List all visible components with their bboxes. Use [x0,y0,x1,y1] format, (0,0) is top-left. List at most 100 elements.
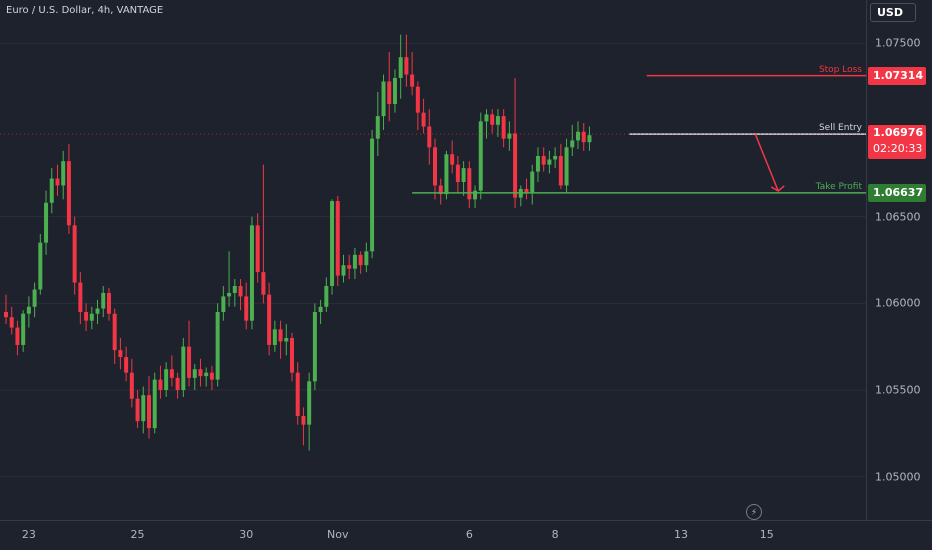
candle-body-97 [558,156,563,186]
candle-body-33 [192,369,197,378]
candle-body-56 [324,286,329,307]
time-tick-label: 25 [130,528,145,541]
candle-body-76 [438,185,443,195]
take-profit-label: Take Profit [815,181,862,192]
candle-body-79 [455,164,460,182]
time-tick-label: 8 [551,528,559,541]
candle-body-1 [9,317,14,328]
candle-body-5 [32,289,37,307]
candle-body-81 [467,168,472,200]
time-tick-label: 13 [673,528,688,541]
candle-body-34 [198,369,203,377]
candle-body-7 [44,202,49,243]
take-profit-price: 1.06637 [873,185,924,199]
candle-body-35 [204,372,209,377]
candle-body-46 [267,294,272,345]
candle-body-17 [101,292,106,309]
candle-body-102 [587,135,592,143]
price-tick-label: 1.07500 [875,36,921,50]
candle-body-92 [530,171,535,193]
candle-body-48 [278,329,283,342]
candle-body-19 [112,313,117,351]
bar-countdown: 02:20:33 [873,142,923,156]
time-tick-label: Nov [327,528,349,541]
candle-body-9 [55,178,60,186]
candle-body-32 [187,346,192,378]
candle-body-4 [26,306,31,314]
candle-body-26 [152,379,157,429]
candle-body-88 [507,133,512,139]
sell-entry-price: 1.06976 [873,126,924,140]
candle-body-89 [513,133,518,198]
candle-body-96 [553,156,558,160]
candle-body-52 [301,416,306,425]
candle-body-15 [89,313,94,321]
candle-body-101 [581,131,586,143]
candle-body-71 [410,74,415,87]
candle-body-72 [415,86,420,113]
candle-body-73 [421,112,426,127]
candle-body-85 [490,114,495,125]
candle-body-78 [450,154,455,165]
price-tick-label: 1.06000 [875,296,921,310]
candle-body-91 [524,188,529,193]
candle-body-6 [38,242,43,290]
candle-body-62 [358,254,363,266]
candle-body-44 [255,225,260,273]
candle-body-59 [341,265,346,276]
candle-body-93 [535,156,540,172]
candle-body-94 [541,156,546,165]
price-axis[interactable] [866,0,932,520]
candle-body-39 [227,292,232,297]
candle-body-55 [318,306,323,312]
price-tick-label: 1.06500 [875,210,921,224]
candle-body-68 [392,78,397,104]
candle-body-24 [141,395,146,422]
candle-body-20 [118,350,123,358]
time-tick-label: 15 [759,528,774,541]
candle-body-84 [484,114,489,122]
candle-body-13 [78,282,83,312]
candle-body-25 [147,395,151,429]
projection-arrow-head [770,185,785,192]
candle-body-47 [272,329,277,345]
candle-body-50 [290,338,294,373]
candle-body-37 [215,312,220,380]
time-tick-label: 30 [239,528,254,541]
candle-body-10 [61,161,66,186]
candle-body-54 [312,312,317,382]
candle-body-75 [433,147,437,186]
candle-body-100 [576,131,580,141]
stop-loss-price-badge: 1.07314 [868,66,926,85]
price-tick-label: 1.05000 [875,470,921,484]
candle-body-60 [347,265,352,269]
candle-body-14 [84,312,89,321]
candle-body-23 [135,398,140,422]
symbol-title: Euro / U.S. Dollar, 4h, VANTAGE [6,5,164,16]
candle-body-66 [381,81,386,117]
candle-body-41 [238,286,243,297]
candle-body-74 [427,126,432,148]
candle-body-77 [444,154,449,195]
sell-entry-label: Sell Entry [818,123,862,134]
candle-body-95 [547,159,552,165]
candle-body-31 [181,346,186,390]
time-axis[interactable] [0,520,932,550]
candle-body-27 [158,379,163,390]
candle-body-67 [387,81,392,104]
candle-body-69 [398,57,403,78]
candle-body-0 [4,312,8,318]
candle-body-38 [221,296,226,312]
lightning-icon[interactable]: ⚡ [746,504,762,520]
candle-body-29 [169,369,174,378]
candle-body-53 [307,381,312,425]
candle-body-98 [564,147,569,186]
currency-button[interactable]: USD [870,3,916,22]
take-profit-price-badge: 1.06637 [868,183,926,202]
candle-body-8 [49,178,54,203]
candle-body-49 [284,338,289,342]
candle-body-2 [15,327,20,345]
candle-body-70 [404,57,409,75]
candle-body-28 [164,369,169,390]
